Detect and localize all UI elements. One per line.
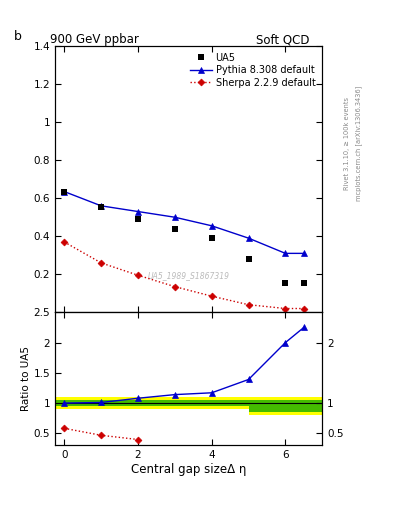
Text: Rivet 3.1.10, ≥ 100k events: Rivet 3.1.10, ≥ 100k events [344, 97, 350, 190]
Text: mcplots.cern.ch [arXiv:1306.3436]: mcplots.cern.ch [arXiv:1306.3436] [356, 86, 362, 201]
Point [172, 225, 178, 233]
Point [98, 203, 104, 211]
Text: b: b [14, 30, 22, 44]
Point [301, 279, 307, 287]
Point [282, 279, 288, 287]
Point [209, 234, 215, 242]
Y-axis label: Ratio to UA5: Ratio to UA5 [21, 347, 31, 411]
Point [245, 255, 252, 263]
X-axis label: Central gap sizeΔ η: Central gap sizeΔ η [131, 463, 246, 476]
Legend: UA5, Pythia 8.308 default, Sherpa 2.2.9 default: UA5, Pythia 8.308 default, Sherpa 2.2.9 … [188, 51, 318, 90]
Text: 900 GeV ppbar: 900 GeV ppbar [50, 33, 139, 46]
Text: UA5_1989_S1867319: UA5_1989_S1867319 [148, 271, 230, 281]
Point [135, 215, 141, 223]
Text: Soft QCD: Soft QCD [256, 33, 310, 46]
Point [61, 187, 67, 196]
